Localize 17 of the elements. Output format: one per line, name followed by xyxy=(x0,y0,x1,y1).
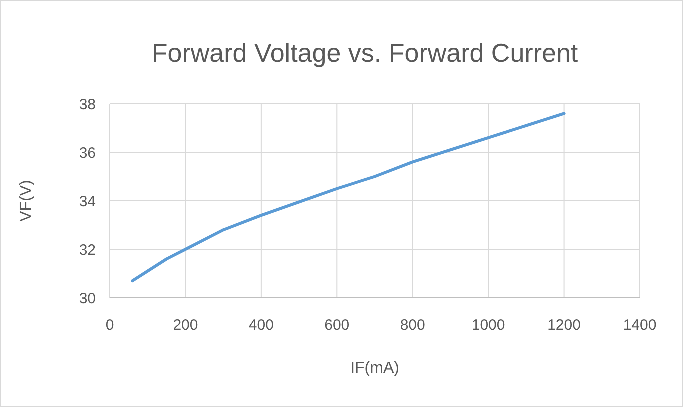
x-tick-label: 1200 xyxy=(548,317,581,334)
x-tick-label: 800 xyxy=(400,317,426,334)
chart-title: Forward Voltage vs. Forward Current xyxy=(152,38,579,68)
x-tick-label: 200 xyxy=(173,317,198,334)
y-axis-title: VF(V) xyxy=(18,180,35,222)
y-tick-label: 30 xyxy=(79,290,96,308)
y-tick-label: 38 xyxy=(79,96,96,114)
x-axis-title: IF(mA) xyxy=(350,360,400,377)
x-tick-label: 400 xyxy=(248,317,274,334)
line-series xyxy=(131,112,566,283)
x-tick-label: 0 xyxy=(106,317,114,334)
x-tick-label: 1400 xyxy=(623,317,657,334)
y-tick-label: 32 xyxy=(79,242,96,259)
y-tick-label: 34 xyxy=(79,193,96,210)
x-tick-label: 600 xyxy=(324,317,350,334)
x-tick-label: 1000 xyxy=(472,317,506,334)
y-tick-label: 36 xyxy=(79,144,96,162)
